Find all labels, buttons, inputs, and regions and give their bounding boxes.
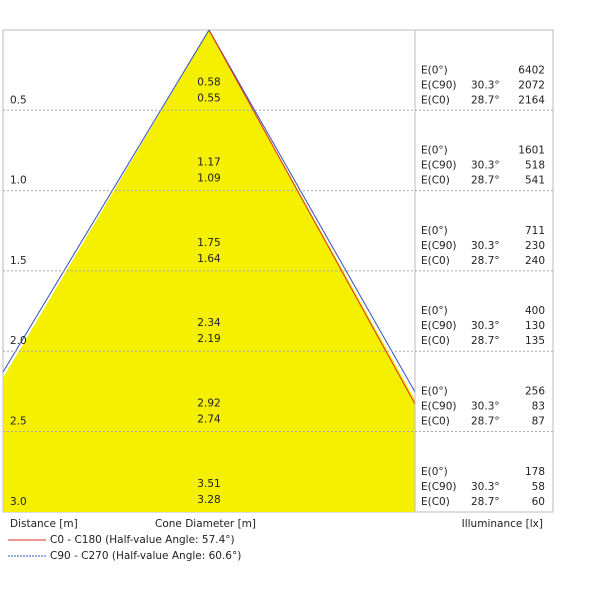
- e-label: E(C0): [421, 335, 450, 347]
- angle: 30.3°: [471, 320, 500, 332]
- e-value: 711: [525, 225, 545, 237]
- angle: 30.3°: [471, 160, 500, 172]
- angle: 28.7°: [471, 255, 500, 267]
- diameter-c90: 3.28: [197, 494, 220, 506]
- distance: 1.0: [10, 175, 27, 187]
- diameter-c90: 1.64: [197, 253, 221, 265]
- diameter-c0: 2.34: [197, 317, 221, 329]
- e-value: 87: [532, 416, 545, 428]
- diameter-label: Cone Diameter [m]: [155, 518, 256, 530]
- diameter-c0: 1.75: [197, 237, 220, 249]
- e-label: E(0°): [421, 64, 448, 76]
- e-value: 518: [525, 160, 545, 172]
- e-value: 541: [525, 175, 545, 187]
- e-value: 60: [532, 496, 545, 508]
- e-value: 178: [525, 466, 545, 478]
- e-label: E(C0): [421, 255, 450, 267]
- e-label: E(0°): [421, 145, 448, 157]
- e-value: 400: [525, 305, 545, 317]
- e-value: 256: [525, 386, 545, 398]
- e-value: 1601: [518, 145, 545, 157]
- angle: 30.3°: [471, 481, 500, 493]
- e-label: E(C90): [421, 320, 457, 332]
- angle: 30.3°: [471, 401, 500, 413]
- distance: 0.5: [10, 94, 27, 106]
- illuminance-label: Illuminance [lx]: [462, 518, 543, 530]
- distance: 2.0: [10, 335, 27, 347]
- angle: 28.7°: [471, 94, 500, 106]
- e-label: E(C90): [421, 481, 457, 493]
- angle: 28.7°: [471, 335, 500, 347]
- e-label: E(C0): [421, 175, 450, 187]
- c90-edge: [2, 29, 210, 373]
- angle: 30.3°: [471, 79, 500, 91]
- e-label: E(0°): [421, 386, 448, 398]
- diameter-c0: 3.51: [197, 478, 220, 490]
- e-label: E(0°): [421, 305, 448, 317]
- e-value: 6402: [518, 64, 545, 76]
- angle: 28.7°: [471, 496, 500, 508]
- e-label: E(0°): [421, 466, 448, 478]
- angle: 30.3°: [471, 240, 500, 252]
- e-label: E(0°): [421, 225, 448, 237]
- e-label: E(C90): [421, 160, 457, 172]
- e-value: 2164: [518, 94, 545, 106]
- e-label: E(C0): [421, 416, 450, 428]
- angle: 28.7°: [471, 416, 500, 428]
- distance: 2.5: [10, 416, 27, 428]
- e-value: 135: [525, 335, 545, 347]
- e-label: E(C90): [421, 401, 457, 413]
- diameter-c90: 2.19: [197, 333, 220, 345]
- e-value: 230: [525, 240, 545, 252]
- distance-label: Distance [m]: [10, 518, 78, 530]
- e-value: 2072: [518, 79, 545, 91]
- legend-entry: C0 - C180 (Half-value Angle: 57.4°): [50, 534, 235, 546]
- angle: 28.7°: [471, 175, 500, 187]
- diameter-c0: 2.92: [197, 398, 220, 410]
- diameter-c90: 2.74: [197, 414, 221, 426]
- e-label: E(C0): [421, 94, 450, 106]
- e-value: 130: [525, 320, 545, 332]
- e-value: 240: [525, 255, 545, 267]
- e-label: E(C90): [421, 240, 457, 252]
- diameter-c90: 0.55: [197, 92, 220, 104]
- e-value: 58: [532, 481, 545, 493]
- c0-edge: [208, 29, 416, 405]
- distance: 1.5: [10, 255, 27, 267]
- distance: 3.0: [10, 496, 27, 508]
- diameter-c0: 1.17: [197, 157, 220, 169]
- diameter-c90: 1.09: [197, 173, 220, 185]
- e-label: E(C90): [421, 79, 457, 91]
- e-value: 83: [532, 401, 545, 413]
- diameter-c0: 0.58: [197, 76, 220, 88]
- e-label: E(C0): [421, 496, 450, 508]
- c90-edge: [208, 29, 416, 393]
- legend-entry: C90 - C270 (Half-value Angle: 60.6°): [50, 550, 241, 562]
